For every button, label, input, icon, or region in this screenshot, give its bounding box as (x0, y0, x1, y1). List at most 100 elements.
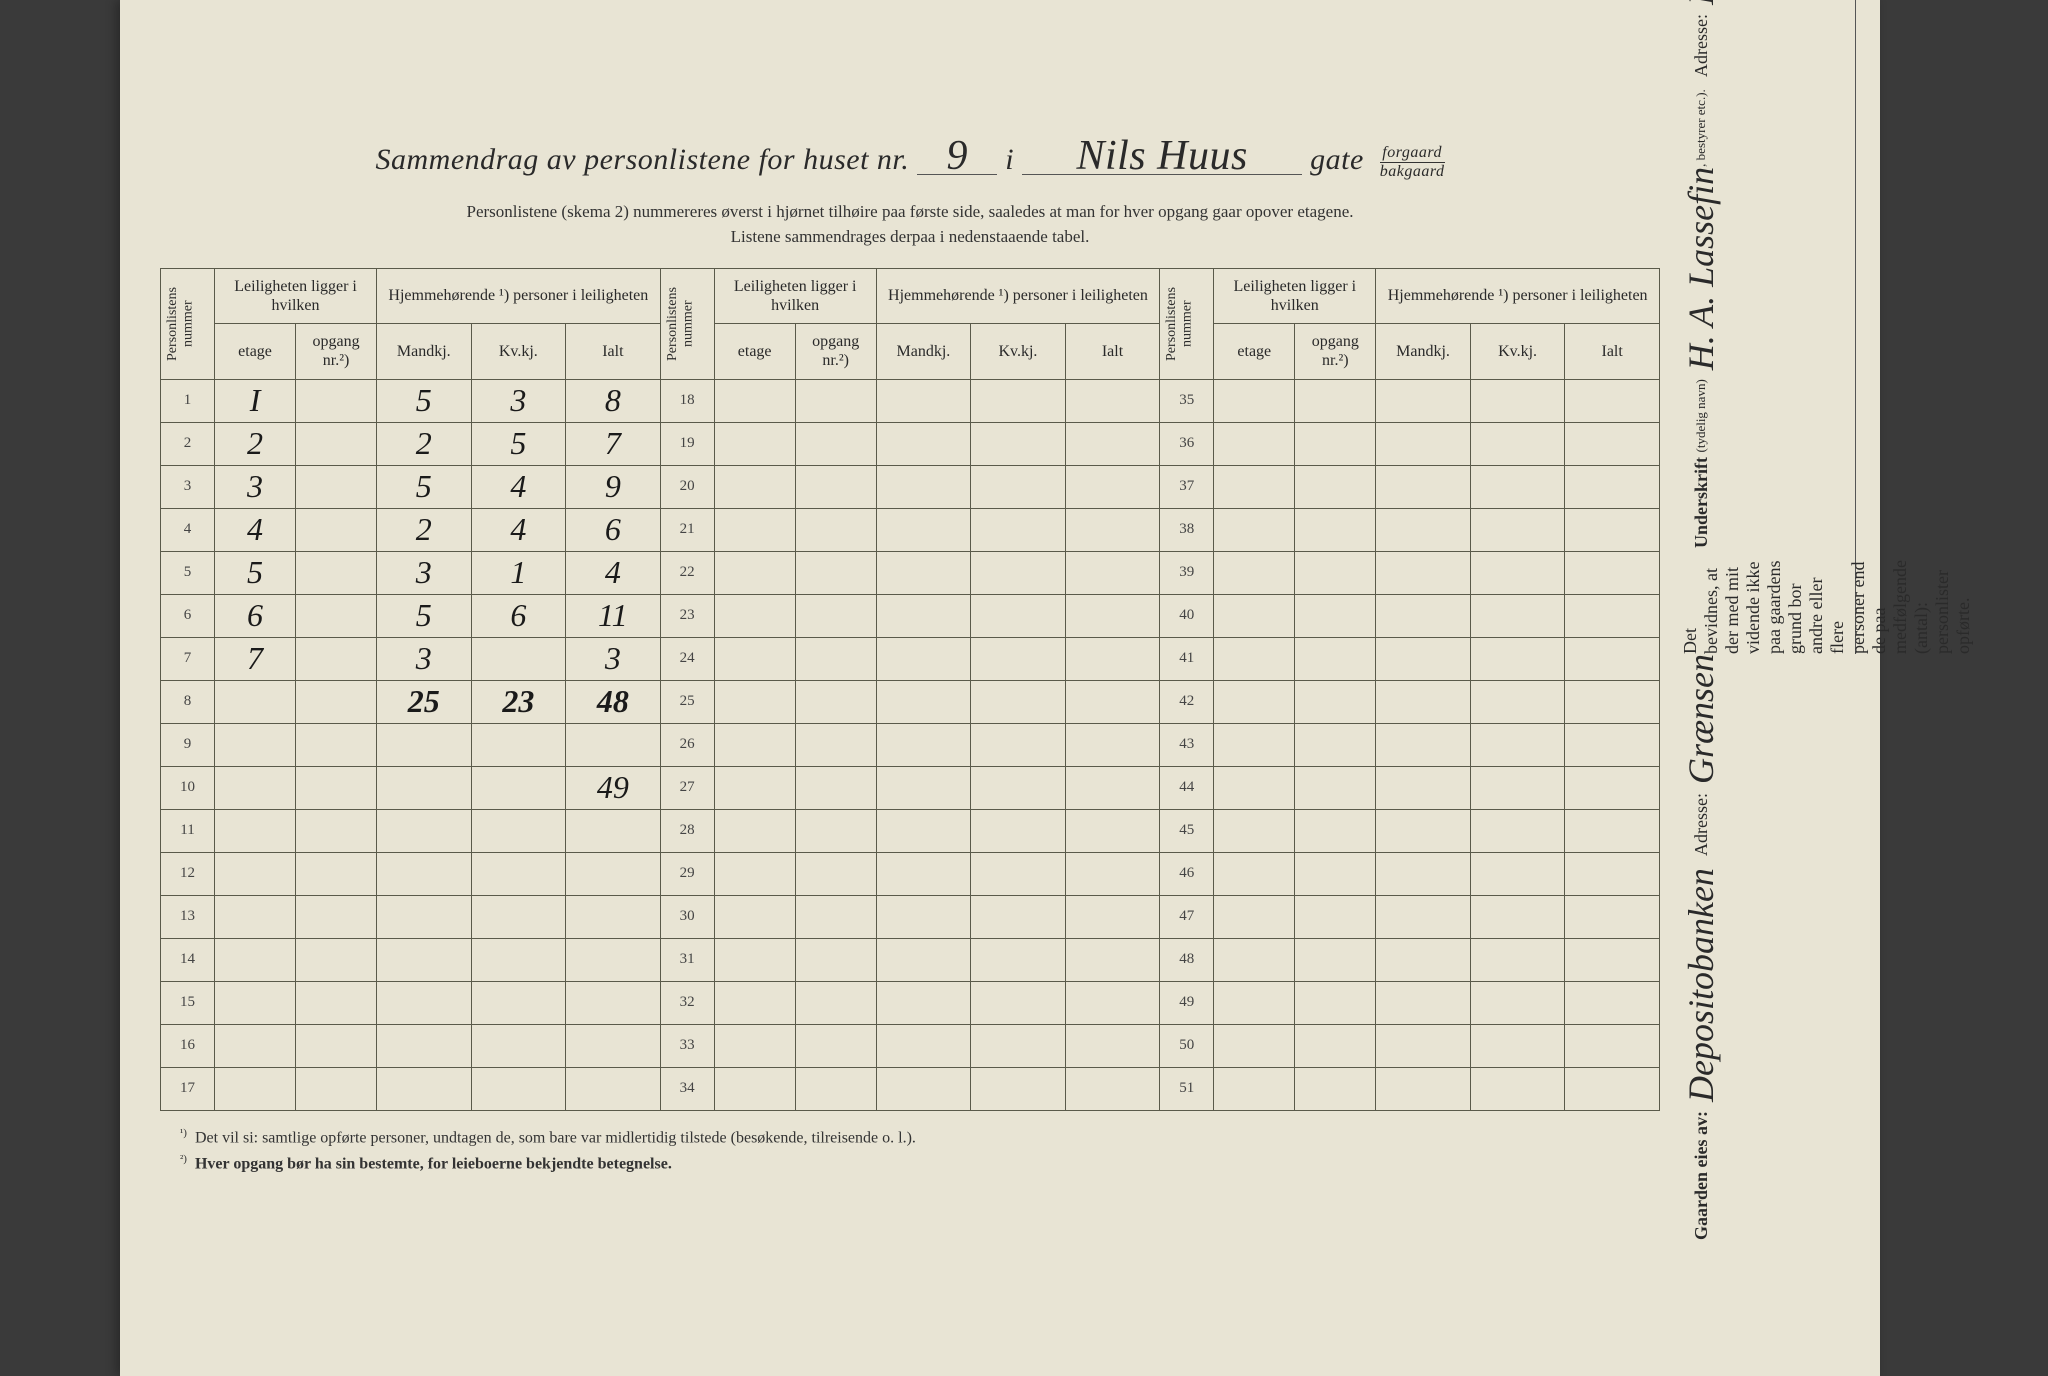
cell-value (215, 723, 296, 766)
owner-adr: Grænsen (1681, 654, 1721, 784)
cell-value (876, 852, 971, 895)
cell-value (215, 852, 296, 895)
cell-value (795, 594, 876, 637)
forgaard-bakgaard: forgaard bakgaard (1380, 144, 1445, 181)
cell-value (1565, 422, 1660, 465)
cell-value (377, 1067, 472, 1110)
cell-value: 5 (471, 422, 566, 465)
cell-value (296, 637, 377, 680)
cell-value (377, 938, 472, 981)
cell-value (1470, 766, 1565, 809)
row-number: 13 (161, 895, 215, 938)
cell-value (471, 723, 566, 766)
cell-value (296, 981, 377, 1024)
row-number: 22 (660, 551, 714, 594)
cell-value (876, 680, 971, 723)
cell-value (1295, 465, 1376, 508)
col-hjemme: Hjemmehørende ¹) personer i leiligheten (377, 268, 661, 324)
cell-value (714, 852, 795, 895)
cell-value (1565, 594, 1660, 637)
cell-value (1565, 895, 1660, 938)
row-number: 47 (1160, 895, 1214, 938)
cell-value (795, 981, 876, 1024)
cell-value (566, 852, 661, 895)
cell-value (1376, 379, 1471, 422)
cell-value (876, 422, 971, 465)
cell-value (296, 809, 377, 852)
cell-value: 4 (215, 508, 296, 551)
cell-value (1214, 680, 1295, 723)
cell-value (1565, 379, 1660, 422)
row-number: 5 (161, 551, 215, 594)
cell-value: 4 (566, 551, 661, 594)
cell-value (714, 422, 795, 465)
cell-value (971, 680, 1066, 723)
summary-table: Personlistens nummer Leiligheten ligger … (160, 268, 1660, 1111)
cell-value (471, 766, 566, 809)
owner-adr-label: Adresse: (1691, 793, 1711, 856)
cell-value (876, 465, 971, 508)
cell-value (566, 723, 661, 766)
cell-value: 3 (215, 465, 296, 508)
table-row: 112845 (161, 809, 1660, 852)
subtitle: Personlistene (skema 2) nummereres øvers… (160, 199, 1660, 250)
cell-value (215, 895, 296, 938)
cell-value (971, 594, 1066, 637)
cell-value (1065, 508, 1160, 551)
row-number: 29 (660, 852, 714, 895)
cell-value (1376, 1067, 1471, 1110)
cell-value (971, 422, 1066, 465)
row-number: 9 (161, 723, 215, 766)
row-number: 50 (1160, 1024, 1214, 1067)
row-number: 16 (161, 1024, 215, 1067)
cell-value (795, 809, 876, 852)
cell-value (1065, 938, 1160, 981)
cell-value (566, 809, 661, 852)
cell-value (1470, 723, 1565, 766)
row-number: 20 (660, 465, 714, 508)
row-number: 8 (161, 680, 215, 723)
col-kvkj-2: Kv.kj. (971, 324, 1066, 380)
table-row: 10492744 (161, 766, 1660, 809)
cell-value (795, 938, 876, 981)
cell-value (714, 981, 795, 1024)
cell-value: 11 (566, 594, 661, 637)
cell-value (471, 852, 566, 895)
cell-value (795, 680, 876, 723)
cell-value (1214, 852, 1295, 895)
cell-value (1214, 465, 1295, 508)
title-suffix: gate (1310, 143, 1364, 176)
cell-value (296, 895, 377, 938)
cell-value (1065, 422, 1160, 465)
cell-value (876, 895, 971, 938)
cell-value (971, 508, 1066, 551)
cell-value (1470, 594, 1565, 637)
frac-bot: bakgaard (1380, 163, 1445, 181)
cell-value (296, 594, 377, 637)
cell-value (1065, 895, 1160, 938)
cell-value (1295, 637, 1376, 680)
cell-value (296, 551, 377, 594)
cell-value (971, 637, 1066, 680)
cell-value (1295, 1067, 1376, 1110)
cell-value (714, 379, 795, 422)
table-row: 6656112340 (161, 594, 1660, 637)
table-row: 335492037 (161, 465, 1660, 508)
row-number: 23 (660, 594, 714, 637)
cell-value (1470, 680, 1565, 723)
cell-value: 2 (215, 422, 296, 465)
row-number: 32 (660, 981, 714, 1024)
cell-value (296, 1067, 377, 1110)
col-personliste-3: Personlistens nummer (1162, 273, 1197, 375)
row-number: 25 (660, 680, 714, 723)
cell-value: 3 (566, 637, 661, 680)
col-mandkj: Mandkj. (377, 324, 472, 380)
title-mid: i (1005, 143, 1014, 176)
cell-value: 2 (377, 508, 472, 551)
col-hjemme-2: Hjemmehørende ¹) personer i leiligheten (876, 268, 1160, 324)
cell-value (1065, 766, 1160, 809)
row-number: 38 (1160, 508, 1214, 551)
owner-name: Depositobanken (1681, 868, 1721, 1102)
cell-value (795, 379, 876, 422)
cell-value (1376, 766, 1471, 809)
